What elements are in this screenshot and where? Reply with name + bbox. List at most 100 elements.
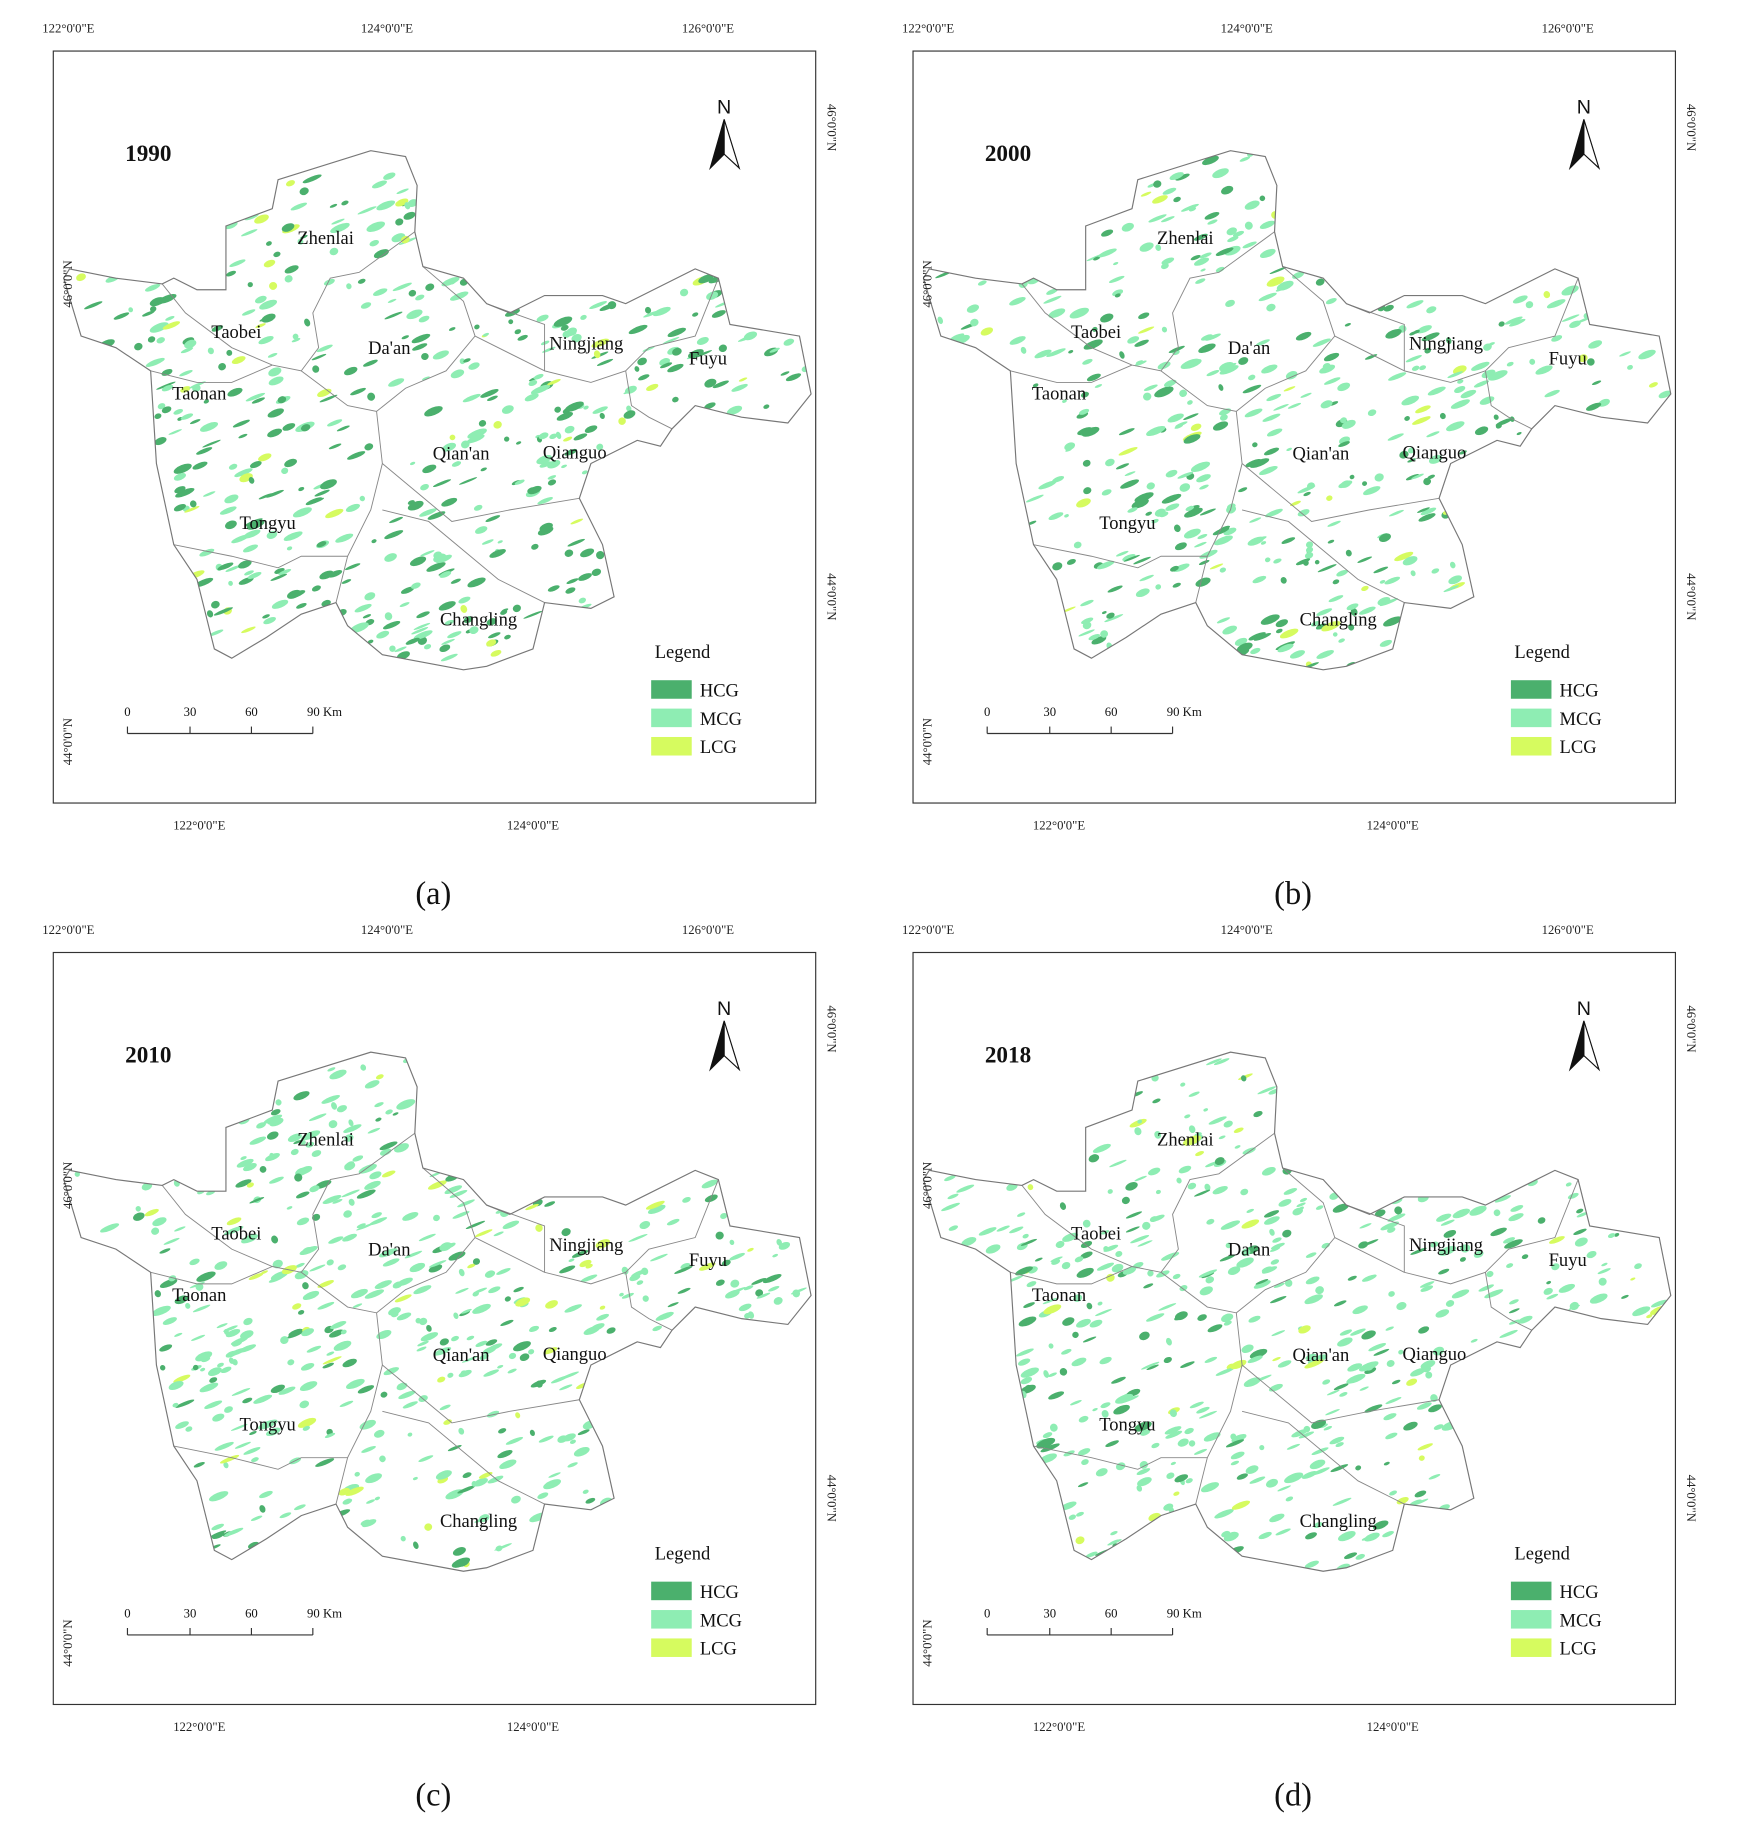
grassland-patch: [441, 277, 460, 287]
grassland-patch: [199, 548, 215, 557]
lon-label: 122°0'0"E: [42, 923, 94, 937]
grassland-patch: [1406, 1378, 1418, 1386]
grassland-patch: [773, 1297, 783, 1305]
grassland-patch: [1401, 395, 1420, 406]
grassland-patch: [1177, 1438, 1189, 1447]
grassland-patch: [316, 344, 333, 353]
legend-label: LCG: [700, 1639, 737, 1660]
grassland-patch: [1121, 222, 1134, 232]
grassland-patch: [1136, 1485, 1143, 1492]
grassland-patch: [1630, 1277, 1636, 1281]
legend-title: Legend: [655, 1544, 711, 1565]
grassland-patch: [149, 322, 169, 333]
grassland-patch: [950, 333, 965, 341]
grassland-patch: [1161, 263, 1169, 270]
scale-label: 60: [1105, 1607, 1118, 1621]
grassland-patch: [1373, 1348, 1390, 1356]
county-label: Taonan: [172, 383, 226, 404]
grassland-patch: [1066, 558, 1076, 565]
grassland-patch: [1236, 642, 1253, 653]
county-label: Da'an: [1228, 338, 1270, 359]
grassland-patch: [560, 324, 569, 331]
grassland-patch: [1305, 1353, 1317, 1360]
grassland-patch: [1417, 507, 1430, 513]
grassland-patch: [1321, 621, 1341, 632]
grassland-patch: [1190, 255, 1201, 261]
grassland-patch: [567, 1462, 578, 1468]
grassland-patch: [568, 1258, 575, 1262]
county-boundary: [173, 1445, 348, 1470]
grassland-patch: [1133, 556, 1151, 565]
grassland-patch: [299, 1384, 312, 1391]
grassland-patch: [366, 1499, 375, 1504]
grassland-patch: [1346, 603, 1359, 611]
grassland-patch: [1260, 614, 1280, 625]
grassland-patch: [763, 404, 770, 409]
grassland-patch: [1255, 1278, 1269, 1285]
grassland-patch: [513, 1341, 531, 1352]
grassland-patch: [1259, 465, 1278, 476]
grassland-patch: [133, 1212, 145, 1221]
grassland-patch: [272, 1259, 283, 1269]
grassland-patch: [1406, 300, 1424, 309]
scale-label: 0: [124, 705, 130, 719]
grassland-patch: [409, 1262, 426, 1273]
grassland-patch: [1632, 1306, 1651, 1317]
grassland-patch: [449, 291, 469, 301]
grassland-patch: [1396, 1301, 1407, 1311]
grassland-patch: [269, 281, 278, 290]
grassland-patch: [367, 1127, 381, 1134]
grassland-patch: [679, 288, 689, 297]
grassland-patch: [583, 405, 589, 410]
grassland-patch: [163, 1237, 180, 1245]
grassland-patch: [294, 1173, 303, 1182]
grassland-patch: [1174, 1311, 1188, 1321]
grassland-patch: [1240, 1075, 1247, 1082]
grassland-patch: [1147, 1270, 1154, 1277]
grassland-patch: [451, 461, 462, 467]
grassland-patch: [543, 1347, 558, 1355]
grassland-patch: [1244, 200, 1260, 210]
grassland-patch: [1619, 351, 1631, 357]
grassland-patch: [437, 1376, 446, 1383]
county-boundary: [1241, 1410, 1405, 1505]
grassland-patch: [559, 1384, 573, 1391]
grassland-patch: [642, 1295, 649, 1302]
grassland-patch: [1219, 1254, 1236, 1262]
grassland-patch: [1321, 1242, 1330, 1249]
grassland-patch: [672, 347, 682, 356]
grassland-patch: [1535, 365, 1553, 375]
grassland-patch: [441, 497, 458, 507]
lon-label: 122°0'0"E: [173, 1720, 225, 1734]
grassland-patch: [1194, 541, 1207, 548]
grassland-patch: [374, 1496, 381, 1501]
grassland-patch: [533, 373, 544, 380]
grassland-patch: [1172, 582, 1181, 588]
grassland-patch: [1427, 386, 1446, 396]
grassland-patch: [502, 1220, 520, 1229]
grassland-patch: [458, 1427, 465, 1435]
grassland-patch: [1199, 1286, 1213, 1296]
grassland-patch: [715, 1279, 725, 1286]
grassland-patch: [1199, 252, 1212, 259]
grassland-patch: [970, 318, 979, 327]
grassland-patch: [1077, 1482, 1089, 1488]
grassland-patch: [977, 280, 987, 286]
grassland-patch: [1373, 566, 1389, 574]
grassland-patch: [1388, 509, 1404, 517]
grassland-patch: [738, 377, 748, 382]
grassland-patch: [354, 603, 372, 613]
grassland-patch: [175, 1421, 189, 1429]
grassland-patch: [1337, 1337, 1353, 1347]
grassland-patch: [263, 259, 276, 268]
grassland-patch: [1167, 413, 1184, 423]
grassland-patch: [1068, 350, 1074, 354]
grassland-patch: [571, 334, 582, 343]
grassland-patch: [1278, 1199, 1292, 1207]
grassland-patch: [1164, 1426, 1182, 1435]
grassland-patch: [1125, 1182, 1138, 1191]
grassland-patch: [583, 1325, 601, 1335]
grassland-patch: [688, 349, 704, 359]
grassland-patch: [1166, 1337, 1172, 1346]
grassland-patch: [360, 1064, 367, 1071]
